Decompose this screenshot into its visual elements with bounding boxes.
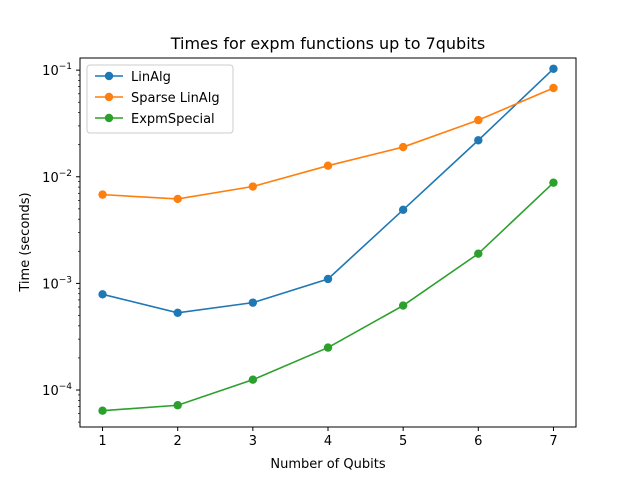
- legend-swatch-marker: [104, 113, 114, 123]
- data-point: [323, 274, 333, 284]
- y-axis-label: Time (seconds): [18, 192, 33, 292]
- y-axis: 10−4 10−3 10−2 10−1: [42, 62, 80, 423]
- x-tick-label: 1: [98, 434, 106, 449]
- legend: LinAlg Sparse LinAlg ExpmSpecial: [86, 64, 234, 134]
- data-point: [323, 161, 333, 170]
- legend-swatch-marker: [104, 92, 114, 102]
- x-axis-label: Number of Qubits: [270, 457, 385, 472]
- data-point: [474, 115, 483, 125]
- legend-swatch-marker: [104, 71, 114, 81]
- data-point: [474, 136, 483, 145]
- x-tick-label: 7: [549, 434, 557, 449]
- legend-label: Sparse LinAlg: [131, 91, 220, 106]
- y-tick-label: 10−3: [42, 275, 72, 292]
- y-tick-label: 10−1: [42, 62, 72, 79]
- x-tick-label: 6: [474, 434, 482, 449]
- data-point: [323, 343, 333, 352]
- x-axis: 1 2 3 4 5 6 7: [98, 427, 558, 449]
- legend-label: LinAlg: [131, 70, 171, 85]
- y-tick-label: 10−4: [42, 382, 72, 399]
- data-point: [398, 142, 408, 152]
- series-layer: [98, 64, 558, 415]
- x-tick-label: 4: [324, 434, 332, 449]
- data-point: [173, 401, 182, 410]
- data-point: [398, 205, 408, 215]
- data-point: [98, 406, 107, 415]
- data-point: [173, 194, 182, 204]
- data-point: [474, 249, 483, 258]
- x-tick-label: 3: [249, 434, 257, 449]
- data-point: [549, 178, 558, 187]
- data-point: [248, 375, 258, 384]
- y-tick-label: 10−2: [42, 169, 72, 186]
- data-point: [248, 298, 258, 307]
- data-point: [98, 190, 107, 199]
- data-point: [549, 83, 558, 93]
- data-point: [248, 182, 258, 191]
- x-tick-label: 2: [174, 434, 182, 449]
- x-tick-label: 5: [399, 434, 407, 449]
- data-point: [98, 290, 107, 299]
- chart-title: Times for expm functions up to 7qubits: [170, 34, 486, 53]
- legend-box: [86, 64, 234, 134]
- legend-label: ExpmSpecial: [131, 112, 215, 127]
- data-point: [549, 64, 558, 73]
- data-point: [398, 301, 408, 310]
- data-point: [173, 308, 182, 317]
